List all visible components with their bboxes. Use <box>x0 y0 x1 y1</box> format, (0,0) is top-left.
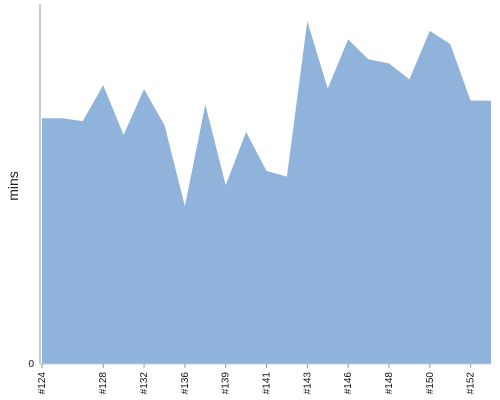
x-tick-label: #146 <box>343 372 354 395</box>
x-tick-label: #139 <box>221 372 232 395</box>
x-tick-label: #128 <box>98 372 109 395</box>
area-series <box>42 21 491 364</box>
y-tick-label: 0 <box>28 359 34 370</box>
x-tick-label: #124 <box>37 372 48 395</box>
x-tick-label: #143 <box>302 372 313 395</box>
x-tick-label: #132 <box>139 372 150 395</box>
x-tick-label: #152 <box>466 372 477 395</box>
x-tick-label: #136 <box>180 372 191 395</box>
x-axis-ticks: #124 #128 #132 #136 #139 #141 #143 #146 #148 #150… <box>37 364 477 394</box>
area-series-layer <box>42 21 491 364</box>
x-tick-label: #148 <box>384 372 395 395</box>
y-axis-ticks: 0 <box>28 359 34 370</box>
x-tick-label: #141 <box>262 372 273 395</box>
y-axis-label: mins <box>5 171 21 201</box>
x-tick-label: #150 <box>425 372 436 395</box>
